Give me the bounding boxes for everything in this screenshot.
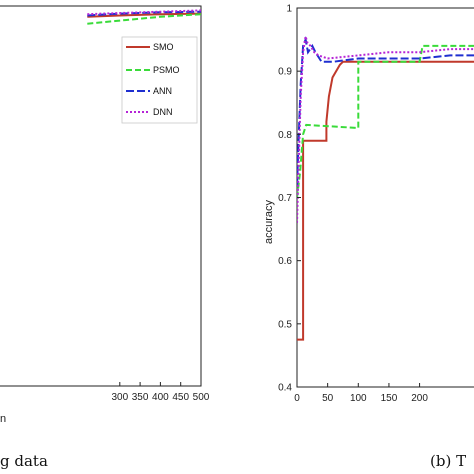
right-x-ticks: 0 50 100 150 200 xyxy=(294,383,428,404)
left-x-tick-label: 350 xyxy=(132,392,149,403)
right-y-tick-label: 1 xyxy=(286,4,292,15)
right-series-dnn xyxy=(297,36,474,223)
right-series-group xyxy=(297,36,474,341)
right-y-tick-label: 0.7 xyxy=(278,193,292,204)
right-y-tick-label: 0.9 xyxy=(278,67,292,78)
left-series-smo xyxy=(87,12,202,18)
right-series-smo xyxy=(297,60,474,341)
right-plot-frame xyxy=(296,7,474,388)
right-y-ticks: 0.4 0.5 0.6 0.7 0.8 0.9 1 xyxy=(278,4,301,394)
right-y-tick-label: 0.4 xyxy=(278,383,292,394)
right-x-tick-label: 0 xyxy=(294,393,300,404)
legend-label-psmo: PSMO xyxy=(153,65,180,75)
left-x-tick-label: 300 xyxy=(111,392,128,403)
right-x-tick-label: 200 xyxy=(411,393,428,404)
left-x-tick-label: 400 xyxy=(152,392,169,403)
left-x-tick-label: 450 xyxy=(172,392,189,403)
right-y-tick-label: 0.5 xyxy=(278,319,292,330)
right-y-tick-label: 0.8 xyxy=(278,130,292,141)
right-x-tick-label: 100 xyxy=(350,393,367,404)
left-caption-fragment: g data xyxy=(0,452,48,470)
legend-label-ann: ANN xyxy=(153,86,172,96)
right-caption-fragment: (b) T xyxy=(430,452,466,470)
right-y-axis-label: accuracy xyxy=(263,199,275,244)
right-x-tick-label: 150 xyxy=(381,393,398,404)
left-x-tick-label: 500 xyxy=(193,392,210,403)
legend-label-dnn: DNN xyxy=(153,107,173,117)
right-series-psmo xyxy=(297,44,474,198)
right-x-tick-label: 50 xyxy=(322,393,334,404)
left-series-group xyxy=(87,9,202,25)
left-series-dnn xyxy=(87,9,202,16)
left-chart-panel: 300 350 400 450 500 SMO PSMO ANN DNN n g dat… xyxy=(0,5,210,470)
left-series-psmo xyxy=(87,13,202,25)
right-series-ann xyxy=(297,36,474,185)
left-x-ticks: 300 350 400 450 500 xyxy=(111,382,210,403)
right-y-tick-label: 0.6 xyxy=(278,256,292,267)
legend-label-smo: SMO xyxy=(153,42,174,52)
left-x-axis-label-fragment: n xyxy=(0,413,6,425)
right-chart-panel: 0.4 0.5 0.6 0.7 0.8 0.9 1 0 50 100 150 200 accurac… xyxy=(263,4,474,470)
legend: SMO PSMO ANN DNN xyxy=(121,36,198,124)
legend-box xyxy=(121,36,198,124)
